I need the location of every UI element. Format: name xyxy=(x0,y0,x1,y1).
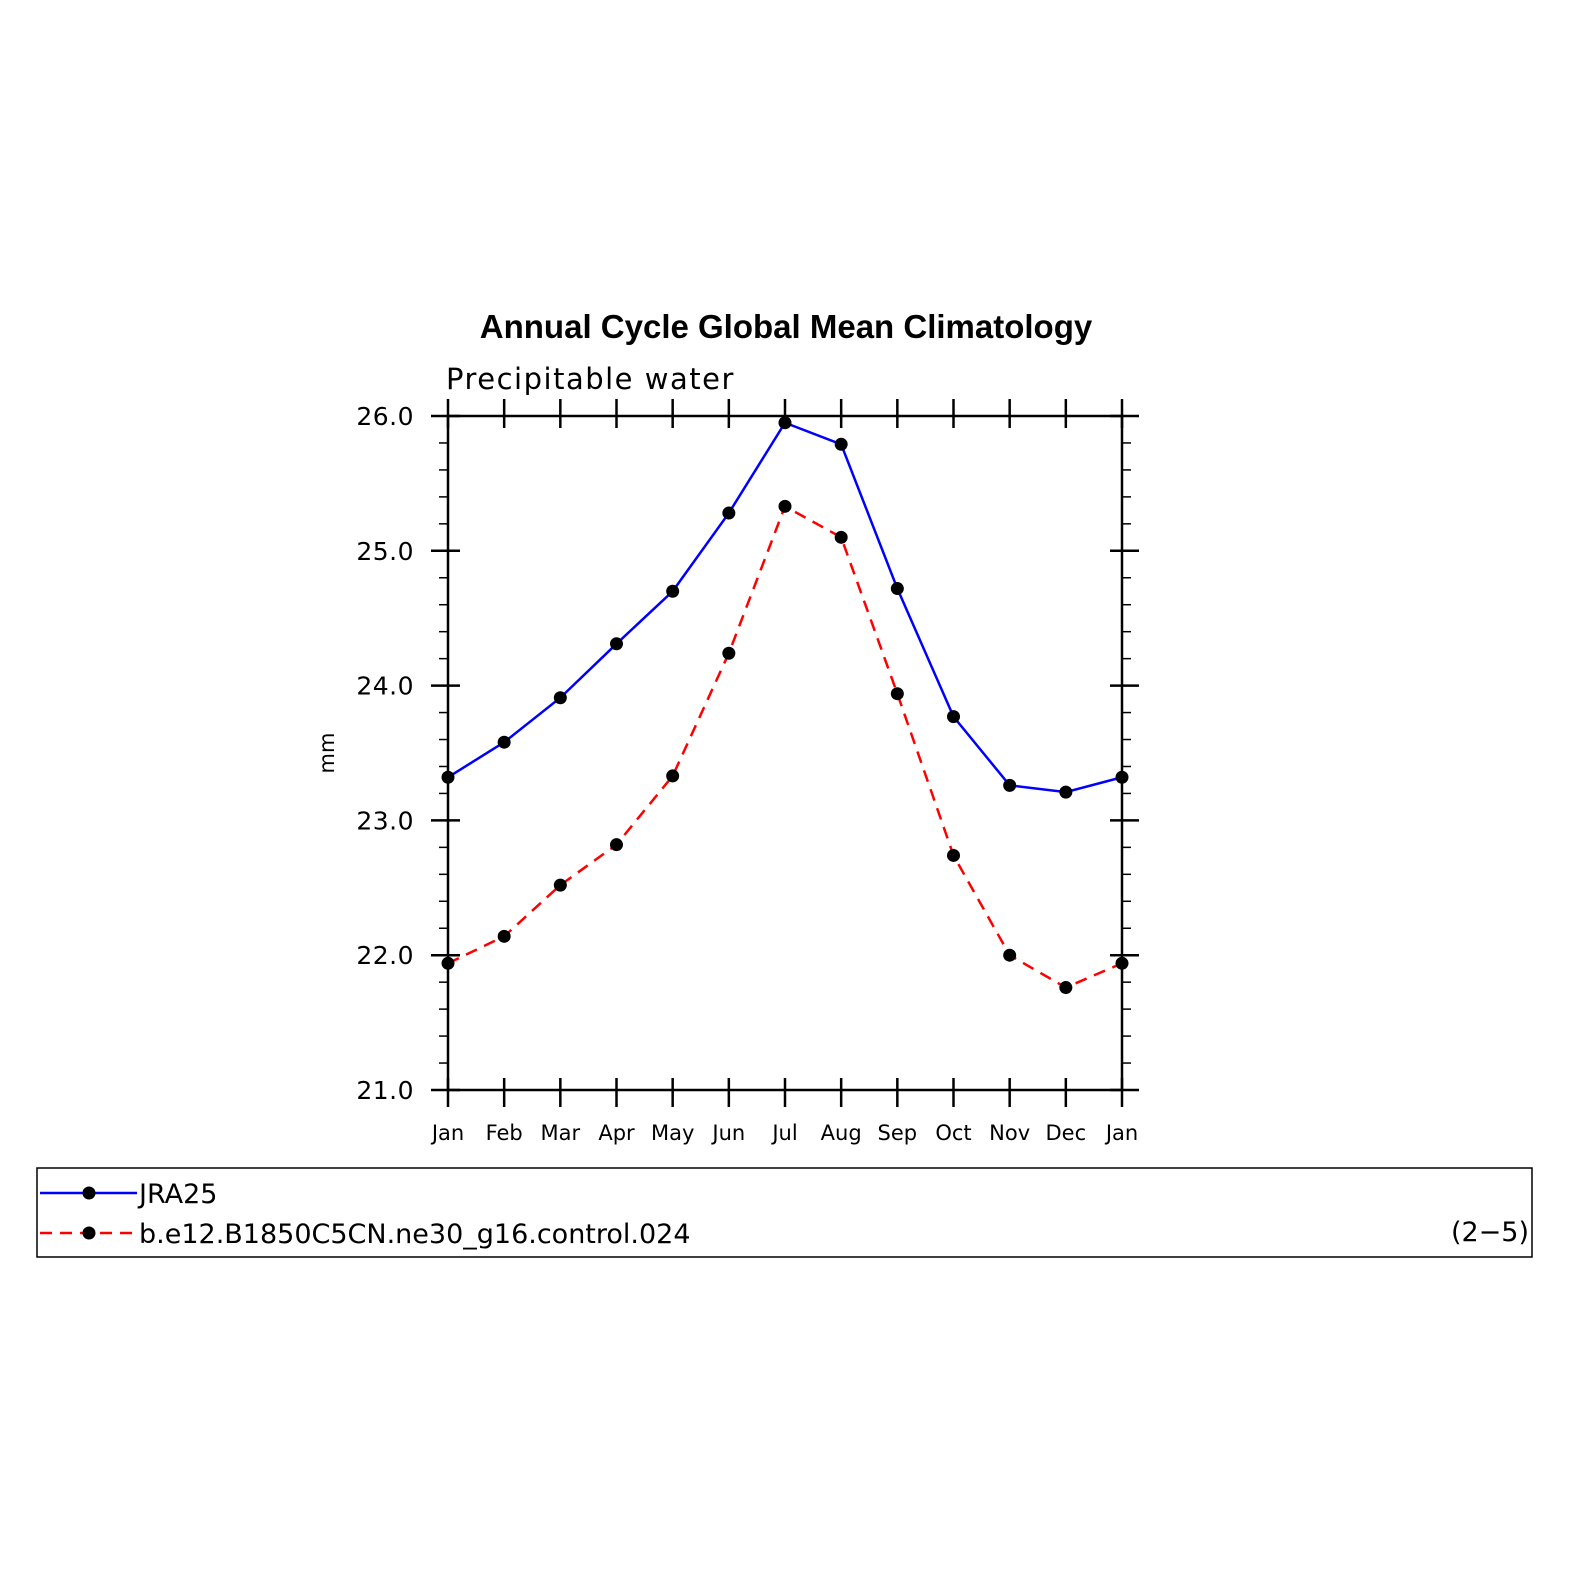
series-line-2 xyxy=(447,504,1123,989)
series-line-1 xyxy=(447,421,1123,794)
data-point xyxy=(778,416,792,430)
x-tick-label: Jul xyxy=(770,1121,797,1145)
x-tick-label: Dec xyxy=(1046,1121,1087,1145)
x-tick-label: Feb xyxy=(486,1121,523,1145)
data-point xyxy=(441,956,455,970)
y-tick-label: 26.0 xyxy=(356,402,414,431)
chart-title: Annual Cycle Global Mean Climatology xyxy=(480,308,1093,345)
data-point xyxy=(890,582,904,596)
data-point xyxy=(666,769,680,783)
data-point xyxy=(610,838,623,852)
legend-label-2: b.e12.B1850C5CN.ne30_g16.control.024 xyxy=(139,1219,691,1250)
legend-label-1: JRA25 xyxy=(137,1179,217,1210)
x-tick-label: Nov xyxy=(989,1121,1030,1145)
data-point xyxy=(834,530,848,544)
x-tick-label: Mar xyxy=(541,1121,581,1145)
data-point xyxy=(947,848,960,862)
legend-marker-2 xyxy=(82,1226,96,1240)
chart-subtitle: Precipitable water xyxy=(446,362,735,396)
data-point xyxy=(722,506,736,520)
y-tick-label: 21.0 xyxy=(356,1076,414,1105)
x-tick-label: Jun xyxy=(710,1121,745,1145)
data-point xyxy=(1059,785,1073,799)
data-point xyxy=(497,735,511,749)
axes: Jan Feb Mar Apr May Jun Jul Aug Sep Oct Nov Dec Jan 2… xyxy=(356,399,1139,1145)
legend-marker-1 xyxy=(82,1186,96,1200)
y-axis-label: mm xyxy=(315,733,339,774)
series-layer xyxy=(441,416,1129,995)
data-point xyxy=(1115,956,1129,970)
x-tick-label: Jan xyxy=(430,1121,464,1145)
x-tick-label: May xyxy=(651,1121,694,1145)
y-tick-label: 22.0 xyxy=(356,941,414,970)
data-point xyxy=(1115,770,1129,784)
data-point xyxy=(834,437,848,451)
legend-items: JRA25 b.e12.B1850C5CN.ne30_g16.control.02… xyxy=(40,1179,691,1250)
data-point xyxy=(666,584,680,598)
data-point xyxy=(947,710,960,724)
data-point xyxy=(1003,778,1017,792)
data-point xyxy=(610,637,623,651)
data-point xyxy=(553,691,567,705)
x-tick-label: Jan xyxy=(1104,1121,1138,1145)
data-point xyxy=(890,687,904,701)
y-tick-label: 25.0 xyxy=(356,537,414,566)
data-point xyxy=(778,499,792,513)
legend: JRA25 b.e12.B1850C5CN.ne30_g16.control.02… xyxy=(36,1167,1533,1258)
y-tick-label: 23.0 xyxy=(356,806,414,835)
data-point xyxy=(497,929,511,943)
data-point xyxy=(1059,981,1073,995)
x-tick-label: Apr xyxy=(598,1121,635,1145)
data-point xyxy=(553,878,567,892)
data-point xyxy=(1003,948,1017,962)
data-point xyxy=(441,770,455,784)
x-tick-label: Oct xyxy=(935,1121,971,1145)
data-point xyxy=(722,646,736,660)
x-tick-label: Sep xyxy=(878,1121,918,1145)
y-tick-label: 24.0 xyxy=(356,672,414,701)
panel-tag: (2−5) xyxy=(1451,1217,1529,1248)
x-tick-label: Aug xyxy=(821,1121,862,1145)
legend-box xyxy=(36,1167,1533,1258)
plot-frame xyxy=(446,414,1124,1092)
